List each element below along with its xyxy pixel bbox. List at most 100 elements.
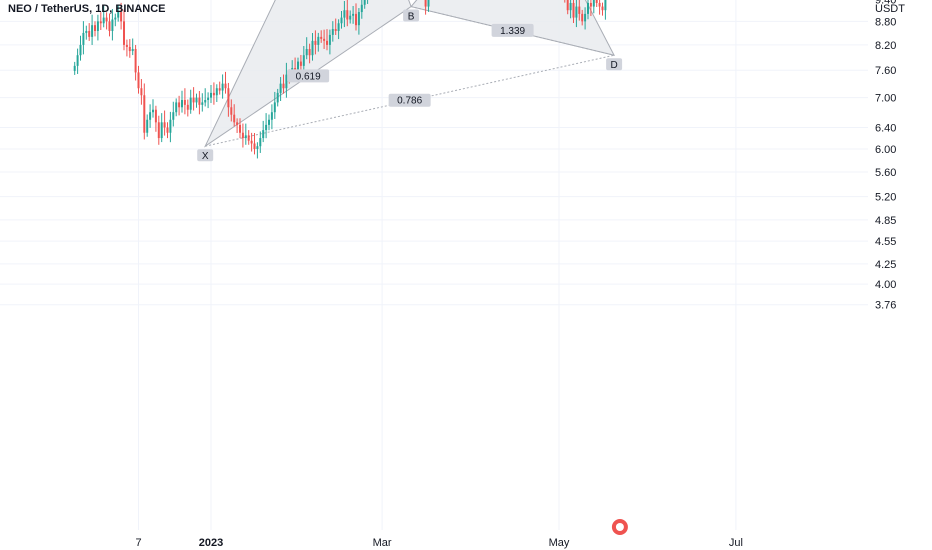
candle-body xyxy=(102,17,105,24)
candle-body xyxy=(96,21,99,31)
candles xyxy=(73,0,607,159)
candle-body xyxy=(108,21,111,31)
candle-body xyxy=(247,135,250,141)
candle xyxy=(198,91,201,115)
candle xyxy=(331,21,334,42)
candle xyxy=(349,10,352,24)
candle-body xyxy=(572,2,575,18)
candle-body xyxy=(227,88,230,108)
price-tick-label: 6.40 xyxy=(875,122,896,134)
candle xyxy=(146,114,149,137)
candle-body xyxy=(134,48,137,73)
candle-body xyxy=(299,61,302,66)
candle xyxy=(587,0,589,20)
candle-body xyxy=(575,6,578,18)
pattern-point-x: X xyxy=(202,151,209,162)
candle xyxy=(343,1,346,28)
candle xyxy=(311,32,314,61)
candle xyxy=(247,130,250,145)
candle-body xyxy=(363,0,366,5)
candle-body xyxy=(317,36,320,45)
ratio-label: 0.786 xyxy=(397,96,422,107)
candle-body xyxy=(218,88,221,91)
candle xyxy=(572,0,575,23)
candle-body xyxy=(207,97,210,101)
candle xyxy=(227,82,230,117)
candle-body xyxy=(125,44,128,47)
candle-body xyxy=(91,25,94,37)
candle xyxy=(308,43,311,64)
candle xyxy=(236,118,239,133)
candle-body xyxy=(253,143,256,149)
candle xyxy=(326,29,328,51)
candle-body xyxy=(587,2,589,14)
candle xyxy=(149,104,152,128)
candle xyxy=(102,5,105,28)
candle xyxy=(125,39,128,57)
candle xyxy=(305,37,308,60)
candle xyxy=(160,113,163,143)
candle-body xyxy=(233,114,236,123)
candle xyxy=(427,0,430,12)
candle-body xyxy=(195,97,198,103)
candle-body xyxy=(143,95,146,133)
candle xyxy=(314,30,317,55)
candle-body xyxy=(343,10,346,18)
candle xyxy=(360,0,363,19)
pattern-point-d: D xyxy=(610,60,617,71)
candle-body xyxy=(212,92,215,96)
candle xyxy=(569,0,572,19)
candle xyxy=(105,12,108,30)
candle xyxy=(584,7,587,30)
candle xyxy=(183,88,186,115)
candle xyxy=(91,14,94,45)
pattern-point-label-bg xyxy=(197,149,214,162)
candle-body xyxy=(604,0,607,11)
time-tick-label: 7 xyxy=(135,537,141,549)
candle-body xyxy=(589,2,592,7)
candle xyxy=(224,71,227,94)
candle-body xyxy=(82,32,85,45)
candle xyxy=(424,0,427,15)
candle-body xyxy=(355,13,357,26)
candle-body xyxy=(175,102,178,113)
candle-body xyxy=(178,102,181,108)
candle xyxy=(357,8,360,35)
candle xyxy=(273,91,276,119)
candle-body xyxy=(581,13,584,22)
candle xyxy=(189,89,192,114)
pattern-point-label-bg xyxy=(403,9,420,22)
candle xyxy=(215,84,218,102)
candle-body xyxy=(123,21,125,45)
candle-body xyxy=(326,40,328,45)
candle-body xyxy=(276,92,279,103)
symbol-title: NEO / TetherUS, 1D, BINANCE xyxy=(8,3,166,15)
candle xyxy=(111,8,114,41)
candle-body xyxy=(268,119,270,125)
time-tick-label: Mar xyxy=(373,537,392,549)
price-tick-label: 6.00 xyxy=(875,144,896,156)
candle xyxy=(578,0,581,21)
candle-body xyxy=(598,2,601,7)
candle-body xyxy=(297,61,299,71)
candle-body xyxy=(349,15,352,20)
candle xyxy=(340,11,343,29)
candle xyxy=(221,74,224,99)
candle-body xyxy=(210,92,212,98)
candle-body xyxy=(320,36,323,39)
candle-body xyxy=(224,83,227,89)
price-axis: 3.76 4.00 4.25 4.55 4.85 5.20 5.60 6.00 6.40 7.00… xyxy=(875,0,905,312)
candle-body xyxy=(163,122,166,128)
candle xyxy=(253,132,256,155)
candle xyxy=(128,39,131,58)
candle xyxy=(76,48,79,74)
candle xyxy=(154,105,157,132)
candle xyxy=(598,0,601,15)
candle-body xyxy=(294,68,297,71)
candle-body xyxy=(569,2,572,11)
candle-body xyxy=(311,40,314,56)
candle xyxy=(244,123,247,145)
candle xyxy=(186,99,189,117)
